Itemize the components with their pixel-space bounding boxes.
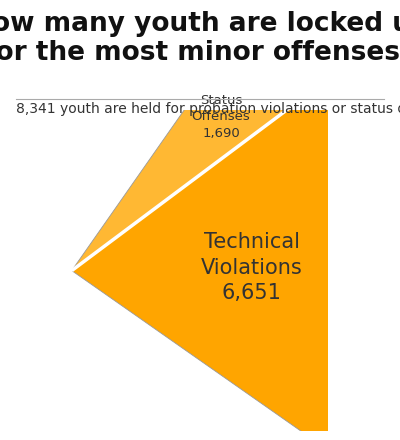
Text: for the most minor offenses?: for the most minor offenses? [0, 40, 400, 66]
Text: Technical
Violations
6,651: Technical Violations 6,651 [201, 232, 302, 304]
Text: How many youth are locked up: How many youth are locked up [0, 11, 400, 37]
Wedge shape [72, 64, 400, 440]
Text: Status
Offenses
1,690: Status Offenses 1,690 [192, 94, 250, 140]
Text: 8,341 youth are held for probation violations or status offenses: 8,341 youth are held for probation viola… [16, 102, 400, 116]
Wedge shape [72, 0, 349, 271]
